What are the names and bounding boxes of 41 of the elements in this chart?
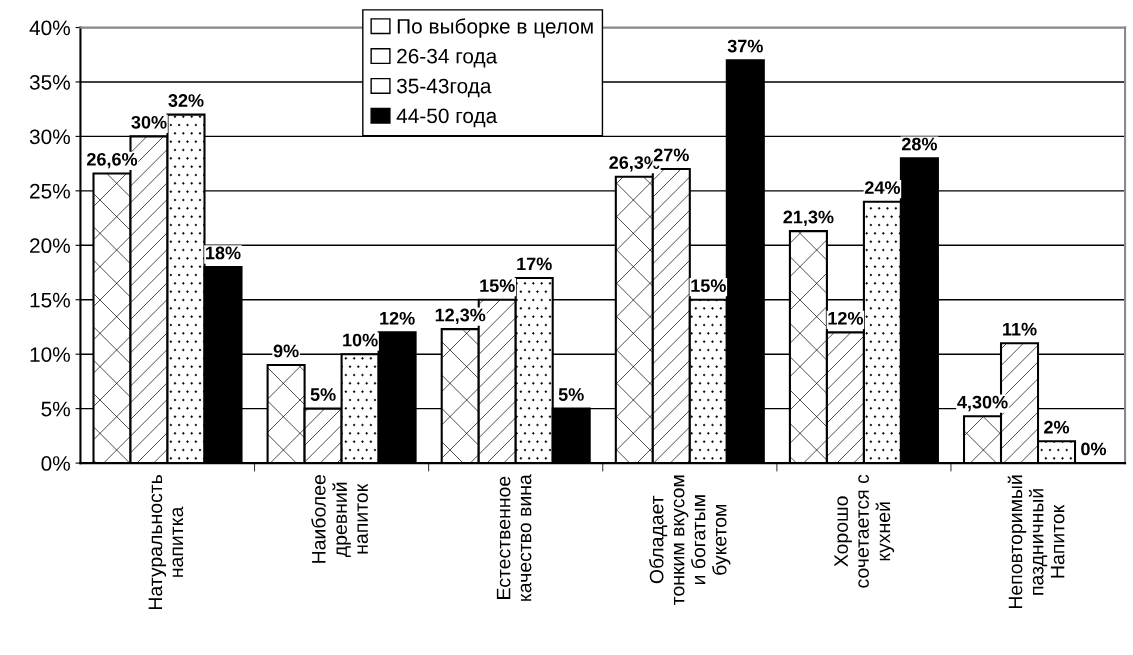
- y-tick-label: 30%: [29, 129, 70, 145]
- data-label: 15%: [691, 279, 726, 293]
- legend-label: 44-50 года: [396, 108, 498, 128]
- data-label: 17%: [517, 257, 552, 271]
- data-label: 12,3%: [435, 308, 486, 325]
- data-label: 12%: [828, 311, 864, 325]
- x-tick-label: Наиболее древний напиток: [311, 475, 368, 563]
- y-tick-label: 20%: [30, 238, 70, 254]
- data-label: 15%: [480, 279, 515, 293]
- data-label: 32%: [168, 94, 204, 107]
- x-tick-label: Обладает тонким вкусом и богатым букетом: [649, 475, 731, 605]
- legend-label: 35-43года: [396, 78, 492, 98]
- data-label: 18%: [206, 246, 241, 260]
- legend-label: По выборке в целом: [397, 18, 593, 38]
- data-label: 21,3%: [783, 210, 834, 227]
- y-tick-label: 35%: [29, 74, 70, 90]
- legend-label: 26-34 года: [397, 48, 498, 68]
- y-tick-label: 15%: [30, 292, 70, 308]
- data-label: 26,6%: [87, 152, 138, 169]
- x-tick-label: Натуральность напитка: [148, 474, 184, 610]
- data-label: 30%: [131, 115, 167, 129]
- data-label: 24%: [864, 181, 900, 194]
- data-label: 28%: [901, 137, 937, 151]
- data-label: 12%: [380, 311, 415, 325]
- y-tick-label: 40%: [29, 20, 70, 36]
- y-tick-label: 25%: [30, 183, 70, 199]
- x-tick-label: Неповторимый паздничный Напиток: [1007, 475, 1065, 609]
- data-label: 10%: [343, 333, 378, 347]
- y-tick-label: 5%: [41, 401, 70, 417]
- data-label: 11%: [1003, 322, 1037, 336]
- data-label: 2%: [1044, 420, 1070, 434]
- data-label: 5%: [558, 388, 584, 401]
- data-label: 37%: [727, 39, 763, 53]
- x-tick-label: Хорошо сочетается с кухней: [834, 474, 895, 588]
- data-label: 4,30%: [957, 395, 1008, 412]
- x-tick-label: Естественное качество вина: [496, 474, 532, 601]
- data-label: 9%: [273, 344, 299, 358]
- y-tick-label: 10%: [30, 347, 70, 362]
- data-label: 0%: [1081, 442, 1107, 456]
- y-tick-label: 0%: [41, 456, 70, 471]
- data-label: 5%: [310, 388, 336, 401]
